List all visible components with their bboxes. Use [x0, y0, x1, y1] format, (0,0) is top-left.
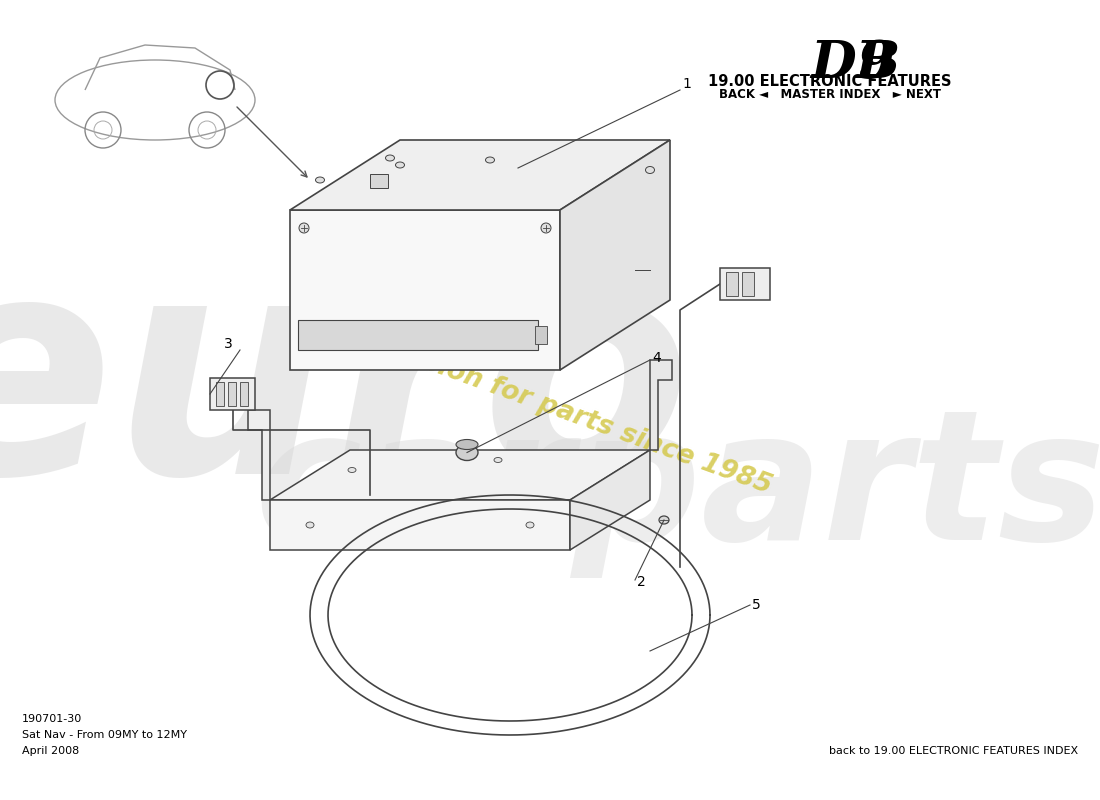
- Ellipse shape: [541, 223, 551, 233]
- Ellipse shape: [348, 467, 356, 473]
- Ellipse shape: [526, 522, 534, 528]
- Polygon shape: [560, 140, 670, 370]
- Bar: [370, 174, 388, 188]
- Bar: [240, 382, 248, 406]
- Ellipse shape: [659, 516, 669, 524]
- Text: Sat Nav - From 09MY to 12MY: Sat Nav - From 09MY to 12MY: [22, 730, 187, 740]
- Text: April 2008: April 2008: [22, 746, 79, 756]
- Ellipse shape: [456, 445, 478, 461]
- Ellipse shape: [396, 162, 405, 168]
- Bar: [535, 326, 547, 344]
- Ellipse shape: [456, 439, 478, 450]
- Bar: [210, 378, 255, 410]
- Ellipse shape: [306, 522, 313, 528]
- Text: carparts: carparts: [254, 402, 1100, 578]
- Text: DB: DB: [810, 38, 901, 89]
- Text: back to 19.00 ELECTRONIC FEATURES INDEX: back to 19.00 ELECTRONIC FEATURES INDEX: [829, 746, 1078, 756]
- Polygon shape: [290, 140, 670, 210]
- Text: 1: 1: [682, 77, 691, 91]
- Ellipse shape: [316, 177, 324, 183]
- Bar: [742, 272, 754, 296]
- Bar: [270, 500, 570, 550]
- Bar: [298, 320, 538, 350]
- Text: 4: 4: [652, 351, 661, 365]
- Ellipse shape: [299, 223, 309, 233]
- Ellipse shape: [385, 155, 395, 161]
- Bar: [290, 210, 560, 370]
- Bar: [720, 268, 770, 300]
- Text: 3: 3: [224, 337, 233, 351]
- Text: a passion for parts since 1985: a passion for parts since 1985: [344, 321, 776, 499]
- Polygon shape: [650, 360, 672, 450]
- Text: 5: 5: [752, 598, 761, 612]
- Bar: [228, 382, 236, 406]
- Text: 9: 9: [858, 38, 894, 89]
- Ellipse shape: [494, 458, 502, 462]
- Polygon shape: [270, 450, 650, 500]
- Text: euro: euro: [0, 242, 693, 538]
- Bar: [216, 382, 224, 406]
- Polygon shape: [570, 450, 650, 550]
- Ellipse shape: [646, 166, 654, 174]
- Polygon shape: [248, 410, 270, 500]
- Text: 2: 2: [637, 575, 646, 589]
- Text: BACK ◄   MASTER INDEX   ► NEXT: BACK ◄ MASTER INDEX ► NEXT: [719, 88, 940, 101]
- Ellipse shape: [485, 157, 495, 163]
- Bar: [726, 272, 738, 296]
- Text: 190701-30: 190701-30: [22, 714, 82, 724]
- Text: 19.00 ELECTRONIC FEATURES: 19.00 ELECTRONIC FEATURES: [708, 74, 952, 89]
